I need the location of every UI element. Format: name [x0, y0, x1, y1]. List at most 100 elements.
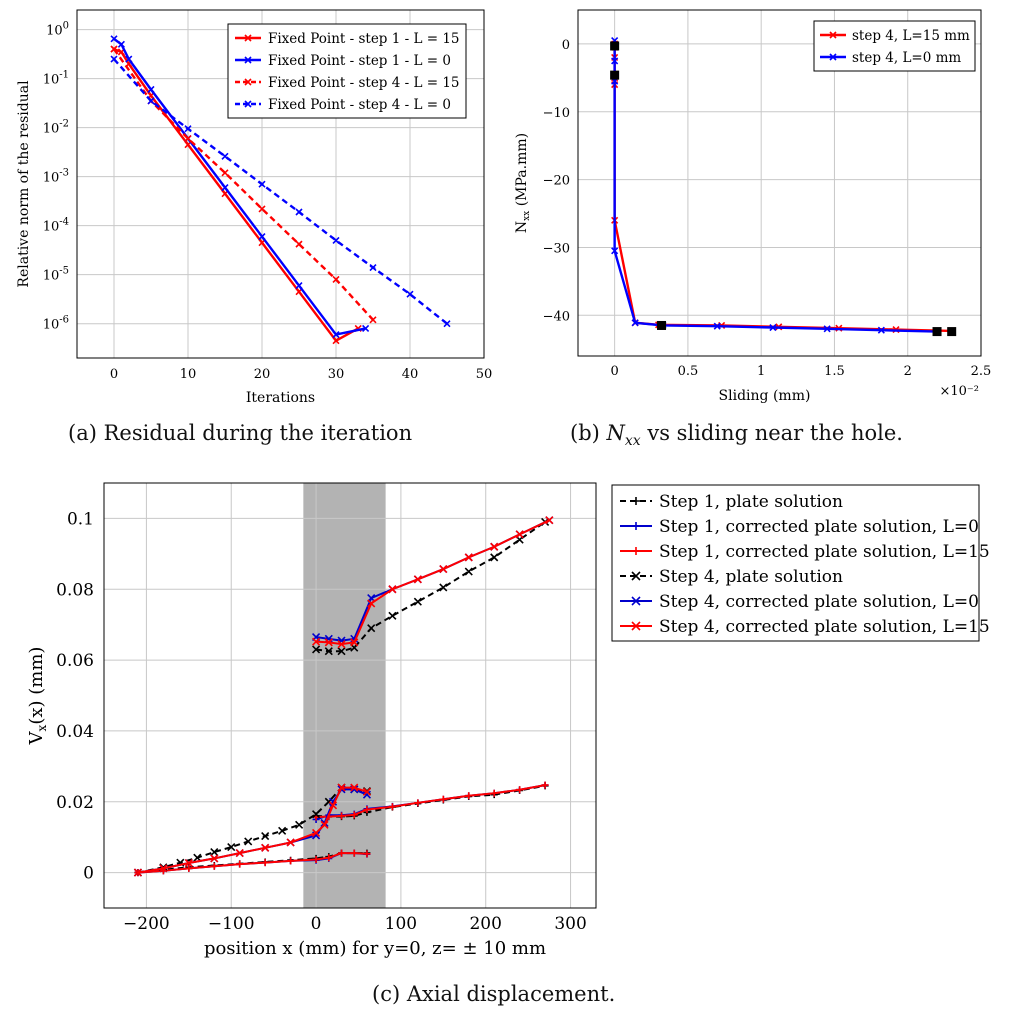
data-point [184, 125, 192, 133]
y-tick-label: 0.1 [67, 509, 94, 529]
legend-marker [632, 522, 640, 530]
legend-entry: Step 1, corrected plate solution, L=0 [659, 517, 979, 537]
data-point [516, 786, 524, 794]
legend-entry: Step 4, corrected plate solution, L=0 [659, 592, 979, 612]
x-tick-label: 0 [311, 914, 322, 934]
data-point [611, 247, 619, 255]
data-point [337, 783, 346, 792]
y-tick-label: 10-1 [43, 70, 69, 88]
legend-entry: step 4, L=15 mm [852, 28, 970, 44]
x-tick-label: 2.5 [971, 364, 992, 379]
data-point [221, 152, 229, 160]
chart-nxx-vs-sliding: 0 0.5 1 1.5 2 2.5 0 −10 −20 −30 −40 Sliding (mm) ×10… [514, 9, 992, 404]
x-tick-label: 20 [254, 367, 271, 382]
data-point [350, 849, 358, 857]
legend-box [611, 484, 980, 642]
data-point [350, 638, 359, 647]
data-point [133, 868, 142, 877]
y-tick-label: 10-4 [43, 217, 69, 235]
data-point [110, 55, 118, 63]
y-tick-label: 0.04 [56, 722, 94, 742]
data-point [324, 638, 333, 647]
data-point [325, 854, 333, 862]
data-point [823, 325, 831, 333]
y-axis-label: Relative norm of the residual [16, 80, 32, 288]
data-point [184, 858, 193, 868]
x-tick-label: 40 [402, 367, 419, 382]
caption-a: (a) Residual during the iteration [68, 421, 413, 445]
data-point [490, 542, 499, 551]
y-tick-label: −20 [543, 174, 570, 189]
x-tick-label: 30 [328, 367, 345, 382]
data-point [312, 637, 321, 646]
highlight-marker [932, 327, 942, 337]
data-point [350, 811, 358, 819]
x-tick-label: 1.5 [824, 364, 845, 379]
legend-entry: Step 4, corrected plate solution, L=15 [659, 617, 990, 637]
data-point [244, 837, 253, 846]
y-axis-label: Nxx (MPa.mm) [514, 133, 532, 233]
data-point [545, 516, 554, 525]
data-point [713, 322, 721, 330]
series-line-4 [315, 521, 546, 653]
data-point [631, 319, 639, 327]
legend-entry: Fixed Point - step 4 - L = 15 [268, 75, 460, 91]
series-line-6 [316, 519, 550, 646]
x-axis-label: Sliding (mm) [719, 388, 811, 404]
series-line-2 [613, 40, 938, 333]
x-tick-label: 10 [180, 367, 197, 382]
legend-box [227, 23, 467, 119]
data-point [439, 583, 448, 592]
data-point [388, 585, 397, 594]
x-tick-label: −200 [123, 914, 170, 934]
data-point [464, 553, 473, 562]
data-point [295, 240, 303, 248]
series-line-3 [113, 48, 374, 321]
data-point [338, 849, 346, 857]
legend-entry: Fixed Point - step 1 - L = 0 [268, 53, 451, 69]
data-point [324, 647, 333, 656]
data-point [312, 645, 321, 654]
data-point [261, 832, 270, 841]
y-tick-label: −40 [543, 309, 570, 324]
legend-entry: Step 4, plate solution [659, 567, 843, 587]
y-tick-label: 0 [562, 38, 570, 53]
legend-marker [244, 100, 252, 108]
y-tick-label: 0.02 [56, 793, 94, 813]
data-point [388, 611, 397, 620]
data-point [295, 281, 303, 290]
data-point [877, 326, 885, 334]
data-point [363, 806, 371, 814]
y-tick-label: 0.06 [56, 651, 94, 671]
data-point [332, 275, 340, 283]
data-point [110, 45, 118, 53]
x-tick-label: 2 [904, 364, 912, 379]
x-tick-label: 1 [757, 364, 765, 379]
data-point [221, 183, 229, 192]
data-point [185, 864, 193, 872]
data-point [227, 843, 236, 852]
data-point [363, 850, 371, 858]
x-tick-label: 200 [469, 914, 501, 934]
data-point [413, 575, 422, 584]
legend-marker [829, 53, 837, 61]
data-point [147, 97, 155, 105]
data-point [515, 530, 524, 539]
x-tick-label: 100 [385, 914, 417, 934]
data-point [338, 812, 346, 820]
data-point [261, 843, 270, 852]
plot-frame [76, 9, 485, 359]
chart-residual: 0 10 20 30 40 50 100 10-1 10-2 10-3 10-4 10-5 10-6 It… [16, 9, 493, 406]
legend-entry: Fixed Point - step 1 - L = 15 [268, 31, 460, 47]
data-point [258, 180, 266, 188]
data-point [362, 787, 372, 796]
legend-marker [632, 497, 640, 505]
highlight-marker [657, 320, 667, 330]
legend-marker [244, 34, 252, 42]
data-point [210, 854, 219, 863]
legend-marker [631, 571, 641, 581]
data-point [258, 232, 266, 241]
x-tick-label: 50 [476, 367, 493, 382]
data-point [312, 828, 321, 837]
